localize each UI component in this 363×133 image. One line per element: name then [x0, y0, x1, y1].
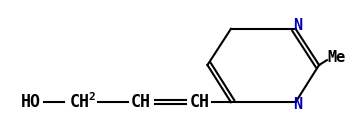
Text: CH: CH	[131, 93, 151, 111]
Text: HO: HO	[21, 93, 41, 111]
Text: CH: CH	[70, 93, 90, 111]
Text: 2: 2	[89, 92, 95, 102]
Text: CH: CH	[189, 93, 209, 111]
Text: Me: Me	[327, 50, 345, 65]
Text: N: N	[293, 18, 302, 33]
Text: N: N	[293, 97, 302, 112]
